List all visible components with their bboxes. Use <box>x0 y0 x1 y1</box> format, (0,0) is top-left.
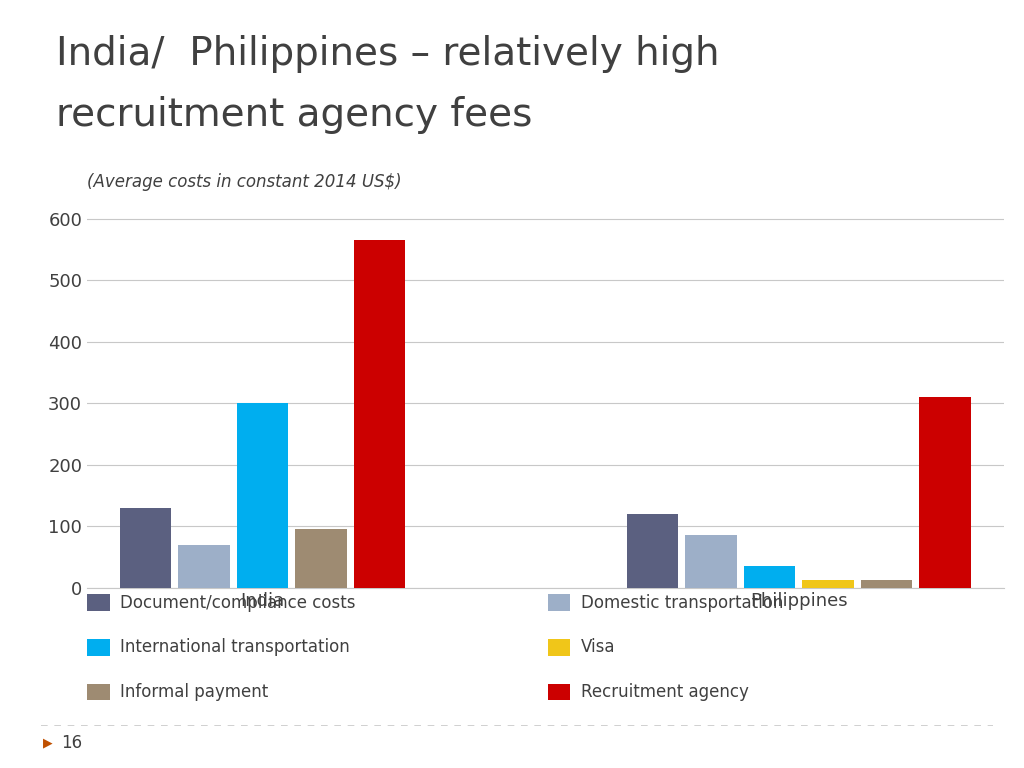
Text: India/  Philippines – relatively high: India/ Philippines – relatively high <box>56 35 720 72</box>
Text: Document/compliance costs: Document/compliance costs <box>120 594 355 612</box>
Bar <box>178 545 229 588</box>
Bar <box>627 514 678 588</box>
Text: International transportation: International transportation <box>120 638 349 657</box>
Text: Recruitment agency: Recruitment agency <box>581 683 749 701</box>
Bar <box>802 580 854 588</box>
Bar <box>920 397 971 588</box>
Bar <box>861 580 912 588</box>
Text: Informal payment: Informal payment <box>120 683 268 701</box>
Text: Visa: Visa <box>581 638 615 657</box>
Text: (Average costs in constant 2014 US$): (Average costs in constant 2014 US$) <box>87 173 401 190</box>
Bar <box>237 403 289 588</box>
Bar <box>120 508 171 588</box>
Text: ▶: ▶ <box>43 737 52 749</box>
Bar <box>295 529 347 588</box>
Text: 16: 16 <box>61 733 83 752</box>
Bar <box>743 566 796 588</box>
Bar <box>685 535 736 588</box>
Text: Domestic transportation: Domestic transportation <box>581 594 783 612</box>
Bar <box>354 240 406 588</box>
Text: recruitment agency fees: recruitment agency fees <box>56 96 532 134</box>
